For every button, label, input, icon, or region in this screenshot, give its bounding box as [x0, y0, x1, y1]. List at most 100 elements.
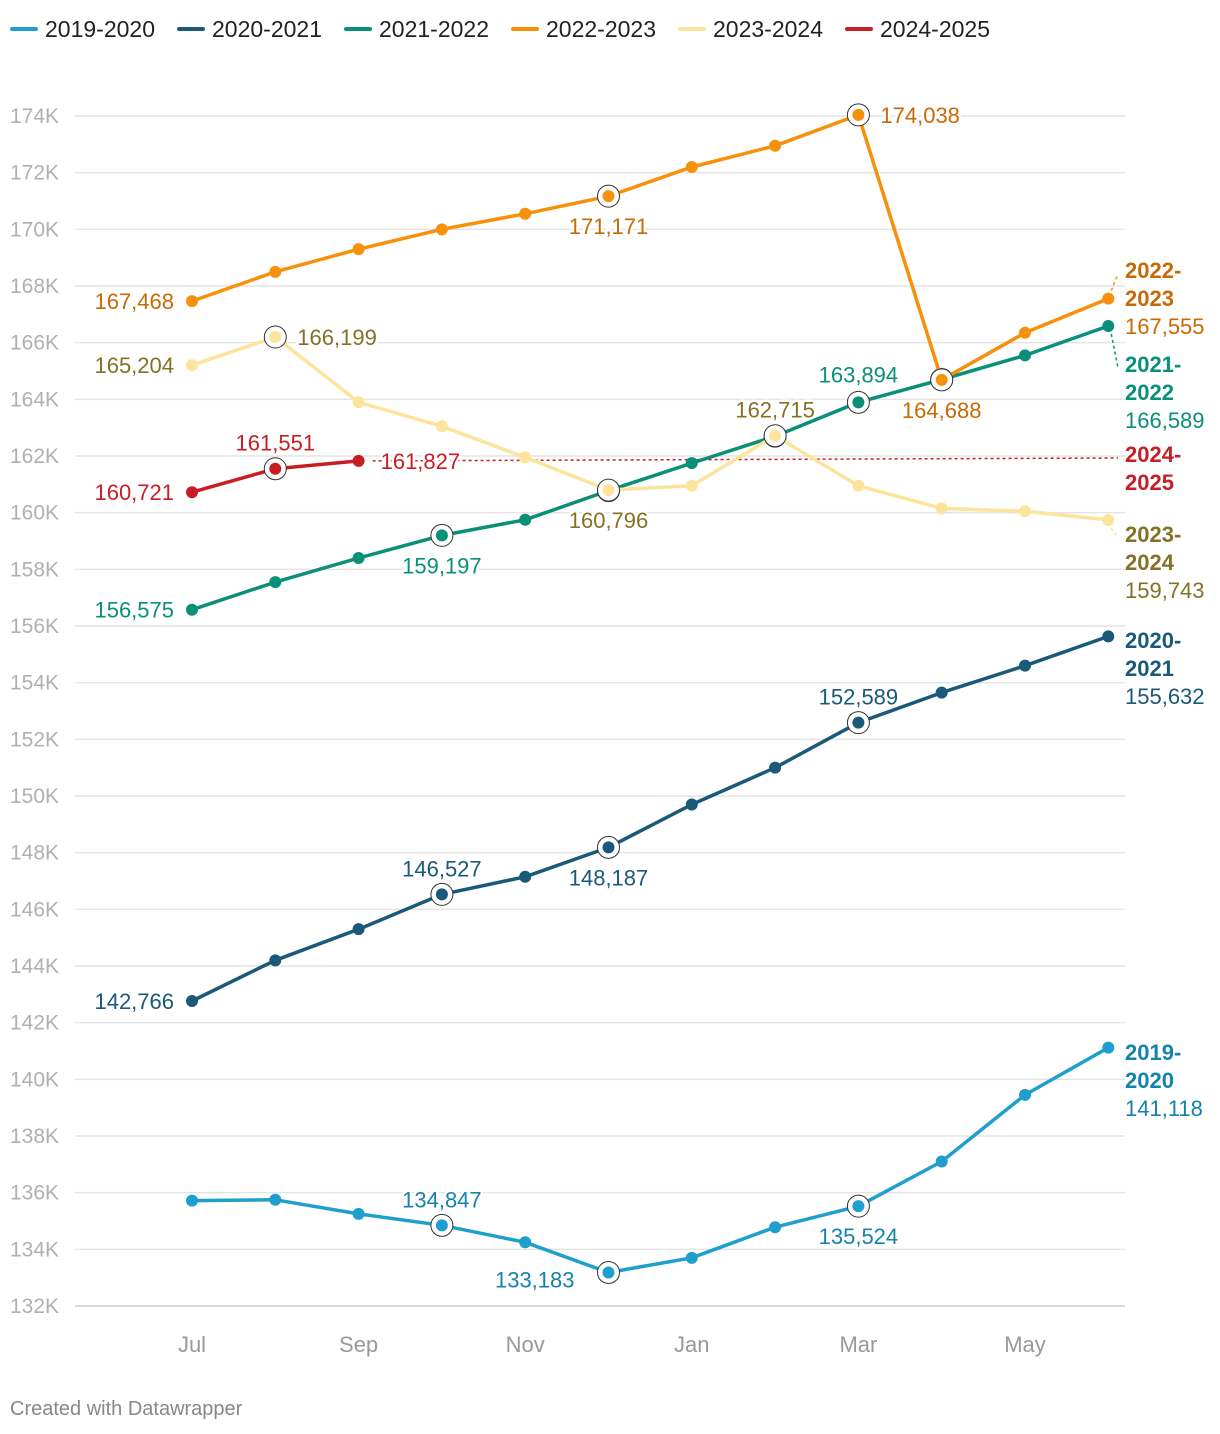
data-point	[852, 479, 865, 492]
data-point	[269, 954, 282, 967]
end-label-name: 2023-	[1125, 522, 1181, 547]
end-label-2022-2023: 2022- 2023 167,555	[1125, 258, 1205, 339]
gridlines	[75, 115, 1125, 1307]
data-point	[435, 1219, 448, 1232]
data-point	[519, 207, 532, 220]
data-point	[1019, 1088, 1031, 1101]
y-tick-label: 152K	[10, 728, 59, 751]
data-point	[352, 1207, 365, 1220]
data-point	[685, 479, 698, 492]
series-2023-2024	[186, 325, 1115, 526]
end-label-name: 2024	[1125, 550, 1175, 575]
data-point	[352, 923, 365, 936]
data-point	[602, 1266, 615, 1279]
legend-swatch	[344, 27, 372, 31]
data-label: 156,575	[94, 598, 174, 623]
data-point	[935, 373, 948, 386]
data-point	[769, 139, 782, 152]
data-point	[186, 1194, 198, 1207]
end-label-2021-2022: 2021- 2022 166,589	[1125, 352, 1205, 433]
data-point	[852, 1200, 865, 1213]
footer-credit: Created with Datawrapper	[10, 1398, 243, 1420]
legend-item-2024-2025[interactable]: 2024-2025	[845, 16, 990, 43]
y-tick-label: 144K	[10, 955, 59, 978]
data-point	[1102, 292, 1115, 305]
data-point	[685, 457, 698, 470]
legend-label: 2020-2021	[212, 15, 322, 42]
y-tick-label: 150K	[10, 785, 59, 808]
data-label: 135,524	[819, 1224, 899, 1249]
data-label: 161,827	[381, 449, 461, 474]
y-tick-label: 162K	[10, 445, 59, 468]
series-line	[190, 634, 1111, 1003]
legend-item-2021-2022[interactable]: 2021-2022	[344, 16, 489, 43]
legend-label: 2023-2024	[713, 15, 823, 42]
legend-item-2019-2020[interactable]: 2019-2020	[10, 16, 155, 43]
end-label-value: 141,118	[1125, 1096, 1203, 1121]
end-label-2024-2025: 2024- 2025	[1125, 442, 1181, 495]
end-label-2020-2021: 2020- 2021 155,632	[1125, 628, 1205, 709]
data-point	[935, 1155, 948, 1168]
data-label: 167,468	[94, 289, 174, 314]
end-label-value: 166,589	[1125, 408, 1205, 433]
data-label: 159,197	[402, 553, 482, 578]
legend-item-2023-2024[interactable]: 2023-2024	[678, 16, 823, 43]
data-point	[1019, 505, 1031, 518]
data-point	[1019, 659, 1031, 672]
legend-swatch	[511, 27, 539, 31]
x-tick-label: May	[1004, 1332, 1046, 1357]
y-tick-label: 168K	[10, 275, 59, 298]
y-tick-label: 158K	[10, 558, 59, 581]
series-line	[190, 335, 1111, 522]
data-point	[935, 502, 948, 515]
data-point	[269, 1193, 282, 1206]
legend-label: 2019-2020	[45, 15, 155, 42]
y-tick-label: 138K	[10, 1125, 59, 1148]
x-tick-label: Nov	[506, 1332, 545, 1357]
end-label-name: 2020	[1125, 1068, 1174, 1093]
data-label: 142,766	[94, 989, 174, 1014]
end-label-connectors	[372, 273, 1119, 539]
legend-item-2022-2023[interactable]: 2022-2023	[511, 16, 656, 43]
y-tick-label: 160K	[10, 502, 59, 525]
data-label: 133,183	[495, 1267, 575, 1292]
end-label-name: 2021	[1125, 656, 1174, 681]
series-2019-2020	[186, 1041, 1115, 1284]
data-point	[435, 223, 448, 236]
x-tick-label: Jul	[178, 1332, 206, 1357]
data-point	[1102, 513, 1115, 526]
data-label: 152,589	[819, 685, 899, 710]
data-label: 174,038	[880, 103, 960, 128]
series-2021-2022	[186, 319, 1115, 616]
series-end-labels: 2019-2020141,1182020-2021155,6322021-202…	[1125, 258, 1205, 1121]
series-2020-2021	[186, 630, 1115, 1007]
legend-item-2020-2021[interactable]: 2020-2021	[177, 16, 322, 43]
data-point	[602, 190, 615, 203]
data-label: 134,847	[402, 1187, 482, 1212]
data-label: 163,894	[819, 362, 899, 387]
data-point	[519, 451, 532, 464]
y-tick-label: 132K	[10, 1295, 59, 1318]
data-point	[1102, 630, 1115, 643]
data-point	[269, 331, 282, 344]
data-label: 165,204	[94, 353, 174, 378]
legend-label: 2024-2025	[880, 15, 990, 42]
data-point	[519, 513, 532, 526]
y-tick-label: 142K	[10, 1012, 59, 1035]
x-tick-label: Jan	[674, 1332, 709, 1357]
end-label-name: 2019-	[1125, 1040, 1181, 1065]
end-label-name: 2022	[1125, 380, 1174, 405]
y-tick-label: 156K	[10, 615, 59, 638]
legend-label: 2021-2022	[379, 15, 489, 42]
series-line	[190, 324, 1111, 612]
data-point	[352, 552, 365, 564]
data-point	[685, 1251, 698, 1264]
end-label-name: 2024-	[1125, 442, 1181, 467]
series-lines	[186, 103, 1115, 1284]
data-point	[186, 603, 198, 616]
data-point	[435, 420, 448, 433]
end-label-value: 155,632	[1125, 684, 1205, 709]
data-point	[769, 429, 782, 442]
data-point	[852, 396, 865, 409]
